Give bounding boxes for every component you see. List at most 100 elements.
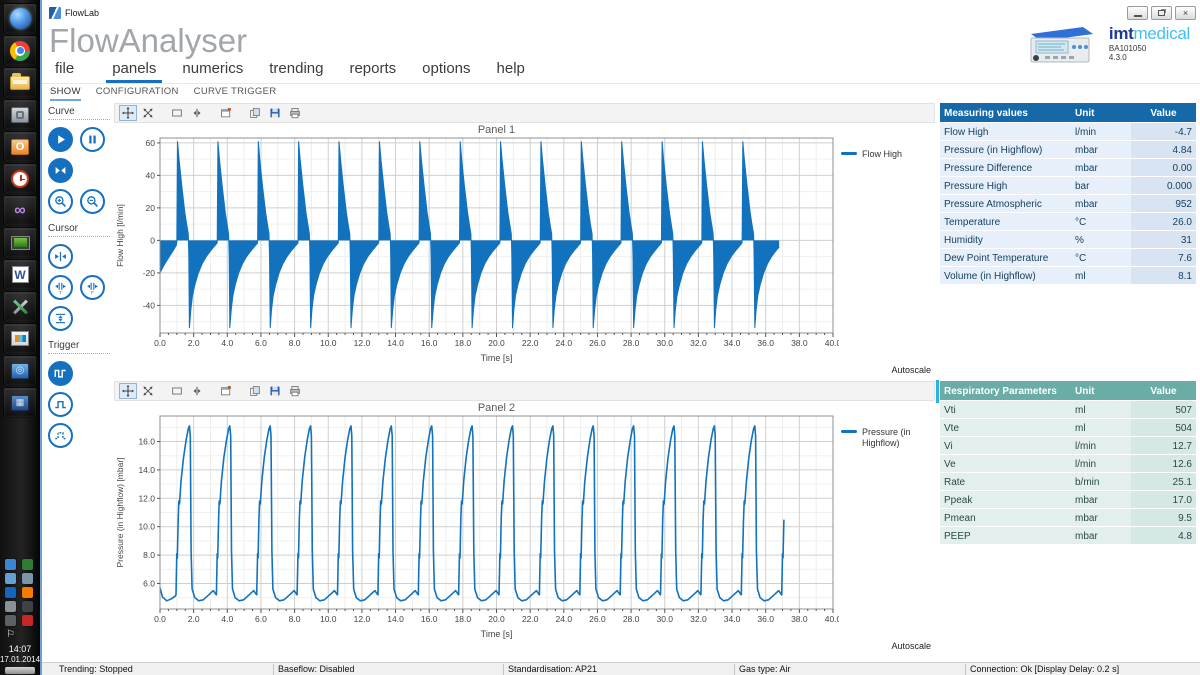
rect-select-icon: [170, 384, 184, 398]
respiratory-parameters-table: Respiratory ParametersUnitValueVtiml507V…: [940, 381, 1196, 544]
svg-text:2.0: 2.0: [188, 614, 200, 624]
word-icon[interactable]: W: [3, 259, 37, 290]
autoscale-toggle[interactable]: Autoscale: [891, 641, 931, 654]
menu-help[interactable]: help: [491, 60, 531, 83]
svg-text:-40: -40: [143, 300, 156, 310]
menu-options[interactable]: options: [416, 60, 476, 83]
parameter-unit: mbar: [1071, 527, 1131, 544]
tab-configuration[interactable]: CONFIGURATION: [96, 86, 179, 101]
timer-icon[interactable]: [3, 163, 37, 194]
selection-accent-bar: [936, 380, 939, 403]
restore-button[interactable]: [1151, 6, 1172, 20]
mute-icon[interactable]: [22, 615, 33, 626]
svg-text:8.0: 8.0: [143, 550, 155, 560]
menu-numerics[interactable]: numerics: [176, 60, 249, 83]
cursor-track-tool[interactable]: [188, 383, 206, 399]
pause-button[interactable]: [80, 127, 105, 152]
fit-curve-button[interactable]: [48, 158, 73, 183]
taskbar-date[interactable]: 17.01.2014: [0, 655, 40, 664]
rect-select-tool[interactable]: [168, 105, 186, 121]
trigger-manual-button[interactable]: [48, 423, 73, 448]
chrome-icon[interactable]: [3, 35, 37, 66]
table-row: Humidity%31: [940, 231, 1196, 248]
battery-icon[interactable]: [22, 601, 33, 612]
vmware-icon[interactable]: [3, 323, 37, 354]
flag-icon[interactable]: ⚐: [5, 629, 16, 640]
visual-studio-icon[interactable]: ∞: [3, 195, 37, 226]
show-desktop-button[interactable]: [5, 667, 35, 674]
bluetooth-icon[interactable]: [5, 587, 16, 598]
network-app-icon[interactable]: ◎: [3, 355, 37, 386]
zoom-arrows-tool[interactable]: [139, 105, 157, 121]
panel-2-chart[interactable]: Panel 2Pressure (in Highflow) [mbar]6.08…: [114, 401, 839, 641]
zoom-arrows-icon: [141, 106, 155, 120]
vpn-icon[interactable]: [22, 559, 33, 570]
table-row: Vtiml507: [940, 401, 1196, 418]
print-tool[interactable]: [286, 383, 304, 399]
svg-text:34.0: 34.0: [724, 338, 741, 348]
parameter-value: -4.7: [1131, 123, 1196, 140]
tool-group-title: Cursor: [48, 223, 110, 237]
autoscale-toggle[interactable]: Autoscale: [891, 365, 931, 378]
taskbar-clock[interactable]: 14:07: [9, 644, 32, 654]
cursor-track-tool[interactable]: [188, 105, 206, 121]
svg-text:28.0: 28.0: [623, 614, 640, 624]
zoom-arrows-tool[interactable]: [139, 383, 157, 399]
panel-1-chart[interactable]: Panel 1Flow High [l/min]-40-2002040600.0…: [114, 123, 839, 365]
trigger-continuous-button[interactable]: [48, 361, 73, 386]
tools-icon[interactable]: [3, 291, 37, 322]
menu-file[interactable]: file: [49, 60, 80, 83]
volume-icon[interactable]: [5, 601, 16, 612]
safe-icon[interactable]: [3, 99, 37, 130]
window-settings-tool[interactable]: [217, 105, 235, 121]
pause-icon: [85, 132, 100, 147]
signal-icon[interactable]: [5, 615, 16, 626]
play-button[interactable]: [48, 127, 73, 152]
zoom-out-button[interactable]: [80, 189, 105, 214]
remote-desktop-icon[interactable]: [3, 227, 37, 258]
table-row: Vel/min12.6: [940, 455, 1196, 472]
pan-tool[interactable]: [119, 383, 137, 399]
cursor-free-button[interactable]: F: [80, 275, 105, 300]
save-icon: [268, 106, 282, 120]
language-icon[interactable]: [5, 559, 16, 570]
rect-select-tool[interactable]: [168, 383, 186, 399]
menu-reports[interactable]: reports: [343, 60, 402, 83]
cursor-time-button[interactable]: T: [48, 275, 73, 300]
media-app-icon[interactable]: ▦: [3, 387, 37, 418]
cursor-time-icon: T: [53, 280, 68, 295]
print-icon: [288, 384, 302, 398]
svg-text:14.0: 14.0: [387, 338, 404, 348]
outlook-icon[interactable]: O: [3, 131, 37, 162]
save-tool[interactable]: [266, 105, 284, 121]
update-icon[interactable]: [22, 573, 33, 584]
copy-tool[interactable]: [246, 105, 264, 121]
table-row: Flow Highl/min-4.7: [940, 123, 1196, 140]
explorer-icon[interactable]: [3, 67, 37, 98]
panel-2: Panel 2Pressure (in Highflow) [mbar]6.08…: [114, 381, 935, 654]
cursor-vertical-button[interactable]: [48, 306, 73, 331]
menu-trending[interactable]: trending: [263, 60, 329, 83]
pan-tool[interactable]: [119, 105, 137, 121]
svg-text:14.0: 14.0: [138, 465, 155, 475]
parameter-value: 26.0: [1131, 213, 1196, 230]
sync-icon[interactable]: [5, 573, 16, 584]
legend-line-swatch: [841, 430, 857, 433]
tab-show[interactable]: SHOW: [50, 86, 81, 101]
measuring-values-table: Measuring valuesUnitValueFlow Highl/min-…: [940, 103, 1196, 284]
window-settings-tool[interactable]: [217, 383, 235, 399]
zoom-in-button[interactable]: [48, 189, 73, 214]
cursor-center-button[interactable]: [48, 244, 73, 269]
save-tool[interactable]: [266, 383, 284, 399]
print-tool[interactable]: [286, 105, 304, 121]
parameter-name: Pressure Atmospheric: [940, 195, 1071, 212]
messenger-icon[interactable]: [22, 587, 33, 598]
minimize-button[interactable]: [1127, 6, 1148, 20]
table-header-cell: Value: [1131, 381, 1196, 400]
menu-panels[interactable]: panels: [106, 60, 162, 83]
copy-tool[interactable]: [246, 383, 264, 399]
start-icon[interactable]: [3, 3, 37, 34]
trigger-single-button[interactable]: [48, 392, 73, 417]
tab-curve-trigger[interactable]: CURVE TRIGGER: [194, 86, 277, 101]
close-button[interactable]: ×: [1175, 6, 1196, 20]
